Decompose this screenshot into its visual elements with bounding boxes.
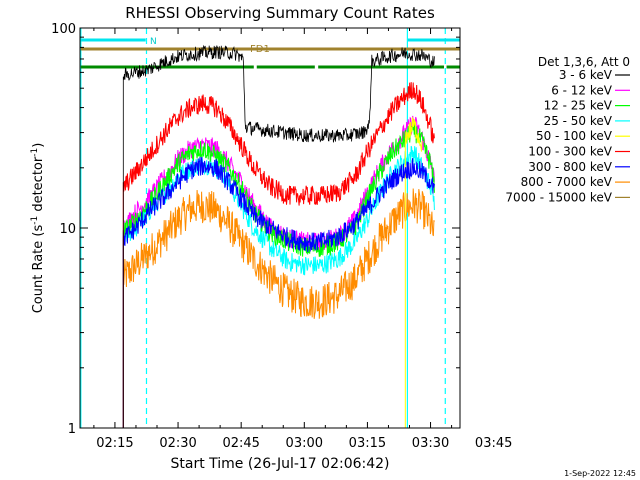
legend-label: 3 - 6 keV [559,68,613,82]
series-line-4 [404,117,423,428]
y-axis-label-sup1: -1 [30,216,40,225]
x-tick-label: 03:30 [412,436,449,451]
series-line-5 [122,82,435,428]
legend-label: 7000 - 15000 keV [505,190,612,204]
plot-content: N FD1 [80,28,460,428]
y-axis-label-main: Count Rate (s [31,225,46,314]
series-line-1 [122,115,435,428]
legend-label: 800 - 7000 keV [521,175,613,189]
legend-label: 25 - 50 keV [544,114,613,128]
series-line-7 [122,188,435,428]
x-tick-label: 03:00 [286,436,323,451]
series-line-2 [122,120,435,428]
y-axis-label: Count Rate (s-1 detector-1) [30,143,46,314]
saa-label: N [150,37,157,47]
y-tick-label: 10 [59,222,76,237]
x-tick-label: 02:30 [159,436,196,451]
x-tick-label: 03:15 [349,436,386,451]
x-tick-label: 02:45 [222,436,259,451]
x-axis-label: Start Time (26-Jul-17 02:06:42) [170,456,389,472]
x-axis-ticks: 02:15 02:30 02:45 03:00 03:15 03:30 03:45 [93,28,512,451]
flag-label: FD1 [250,44,270,55]
timestamp: 1-Sep-2022 12:45 [564,469,636,478]
legend-label: 6 - 12 keV [551,83,613,97]
x-tick-label: 02:15 [96,436,133,451]
y-axis-label-mid: detector [31,156,46,216]
legend-label: 50 - 100 keV [536,129,613,143]
x-tick-label: 03:45 [475,436,512,451]
legend-label: 12 - 25 keV [544,99,613,113]
series-line-6 [122,156,435,428]
legend-label: 300 - 800 keV [528,160,612,174]
y-axis-label-sup2: -1 [30,148,40,157]
y-axis-label-end: ) [31,143,46,148]
y-tick-label: 1 [68,422,76,437]
legend-label: 100 - 300 keV [528,145,612,159]
series-line-0 [122,44,435,428]
legend-header: Det 1,3,6, Att 0 [538,55,630,69]
y-axis-ticks: 1 10 100 [51,22,460,437]
y-tick-label: 100 [51,22,76,37]
chart-title: RHESSI Observing Summary Count Rates [125,4,435,22]
